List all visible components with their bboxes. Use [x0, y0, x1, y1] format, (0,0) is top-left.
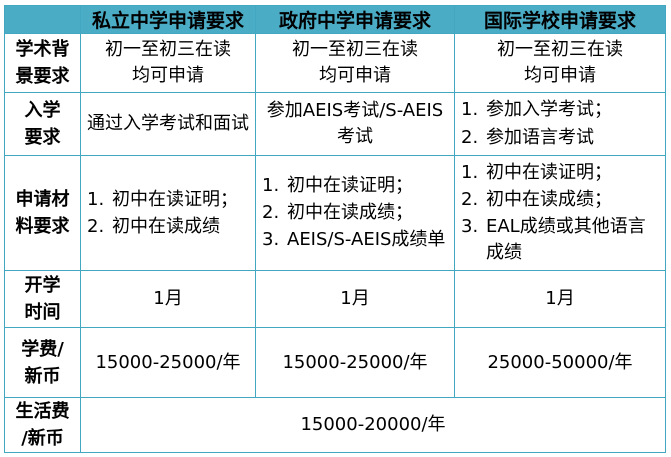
list-item-number: 2. [461, 189, 479, 211]
list-item: 3. EAL成绩或其他语言 成绩 [461, 214, 661, 266]
cell-text: 15000-25000/年 [80, 327, 256, 399]
list-item-number: 3. [461, 216, 479, 238]
requirements-table-container: 私立中学申请要求 政府中学申请要求 国际学校申请要求 学术背 景要求 初一至初三在… [4, 5, 666, 454]
table-header-row: 私立中学申请要求 政府中学申请要求 国际学校申请要求 [4, 5, 666, 34]
cell-numbered-list: 1. 初中在读证明； 2. 初中在读成绩； 3. EAL成绩或其他语言 成绩 [454, 154, 666, 272]
list-item: 1. 初中在读证明； [262, 173, 450, 199]
cell-numbered-list: 1. 参加入学考试； 2. 参加语言考试 [454, 92, 666, 156]
table-row: 开学 时间 1月 1月 1月 [4, 270, 666, 329]
cell-text: 25000-50000/年 [454, 327, 666, 399]
list-item-text: 参加入学考试； [486, 99, 612, 121]
cell-text: 参加AEIS考试/S-AEIS 考试 [255, 92, 455, 156]
list-item: 3. AEIS/S-AEIS成绩单 [262, 227, 450, 253]
cell-text: 1月 [454, 270, 666, 329]
cell-text: 初一至初三在读 均可申请 [454, 33, 666, 93]
list-item: 2. 参加语言考试 [461, 125, 661, 151]
list-item-number: 1. [461, 162, 479, 183]
table-row: 学术背 景要求 初一至初三在读 均可申请 初一至初三在读 均可申请 初一至初三在读 均… [4, 33, 666, 93]
list-item: 1. 初中在读证明； [461, 160, 661, 186]
list-item-number: 2. [262, 202, 280, 224]
list-item: 2. 初中在读成绩； [262, 200, 450, 226]
header-cell-empty [4, 5, 81, 34]
list-item-number: 1. [87, 188, 105, 210]
cell-text: 1月 [80, 270, 256, 329]
list-item-number: 2. [87, 215, 105, 237]
list-item-number: 1. [461, 99, 479, 121]
list-item-text: 初中在读成绩； [486, 189, 612, 211]
list-item-text: 初中在读成绩 [112, 215, 220, 237]
row-label: 开学 时间 [4, 270, 81, 329]
row-label: 申请材 料要求 [4, 154, 81, 272]
table-row: 生活费 /新币 15000-20000/年 [4, 397, 666, 454]
list-item-text: 初中在读成绩； [287, 202, 413, 224]
table-body: 学术背 景要求 初一至初三在读 均可申请 初一至初三在读 均可申请 初一至初三在读 均… [4, 33, 666, 454]
row-label: 学术背 景要求 [4, 33, 81, 93]
header-cell-government-school: 政府中学申请要求 [255, 5, 455, 34]
header-cell-private-school: 私立中学申请要求 [80, 5, 256, 34]
list-item: 2. 初中在读成绩； [461, 187, 661, 213]
cell-text: 初一至初三在读 均可申请 [255, 33, 455, 93]
cell-numbered-list: 1. 初中在读证明； 2. 初中在读成绩 [80, 154, 256, 272]
list-item-text: 参加语言考试 [486, 126, 594, 148]
table-row: 入学 要求 通过入学考试和面试 参加AEIS考试/S-AEIS 考试 1. 参加入学考试… [4, 92, 666, 156]
cell-text: 15000-20000/年 [80, 397, 666, 454]
row-label: 学费/ 新币 [4, 327, 81, 399]
cell-text: 通过入学考试和面试 [80, 92, 256, 156]
list-item: 2. 初中在读成绩 [87, 214, 251, 240]
list-item: 1. 参加入学考试； [461, 97, 661, 123]
list-item-text: AEIS/S-AEIS成绩单 [287, 229, 446, 251]
table-row: 学费/ 新币 15000-25000/年 15000-25000/年 25000-50… [4, 327, 666, 399]
header-cell-international-school: 国际学校申请要求 [454, 5, 666, 34]
list-item-number: 2. [461, 126, 479, 148]
list-item-text: 初中在读证明； [112, 188, 238, 210]
table-row: 申请材 料要求 1. 初中在读证明； 2. 初中在读成绩 1. 初中在读证明； 2. 初中在读成… [4, 154, 666, 272]
list-item-text: 初中在读证明； [486, 162, 612, 183]
cell-text: 1月 [255, 270, 455, 329]
list-item-text: EAL成绩或其他语言 成绩 [486, 216, 646, 264]
list-item-number: 3. [262, 229, 280, 251]
cell-text: 初一至初三在读 均可申请 [80, 33, 256, 93]
row-label: 入学 要求 [4, 92, 81, 156]
list-item: 1. 初中在读证明； [87, 187, 251, 213]
cell-text: 15000-25000/年 [255, 327, 455, 399]
requirements-table: 私立中学申请要求 政府中学申请要求 国际学校申请要求 学术背 景要求 初一至初三在… [4, 5, 666, 454]
list-item-number: 1. [262, 175, 280, 197]
cell-numbered-list: 1. 初中在读证明； 2. 初中在读成绩； 3. AEIS/S-AEIS成绩单 [255, 154, 455, 272]
list-item-text: 初中在读证明； [287, 175, 413, 197]
row-label: 生活费 /新币 [4, 397, 81, 454]
